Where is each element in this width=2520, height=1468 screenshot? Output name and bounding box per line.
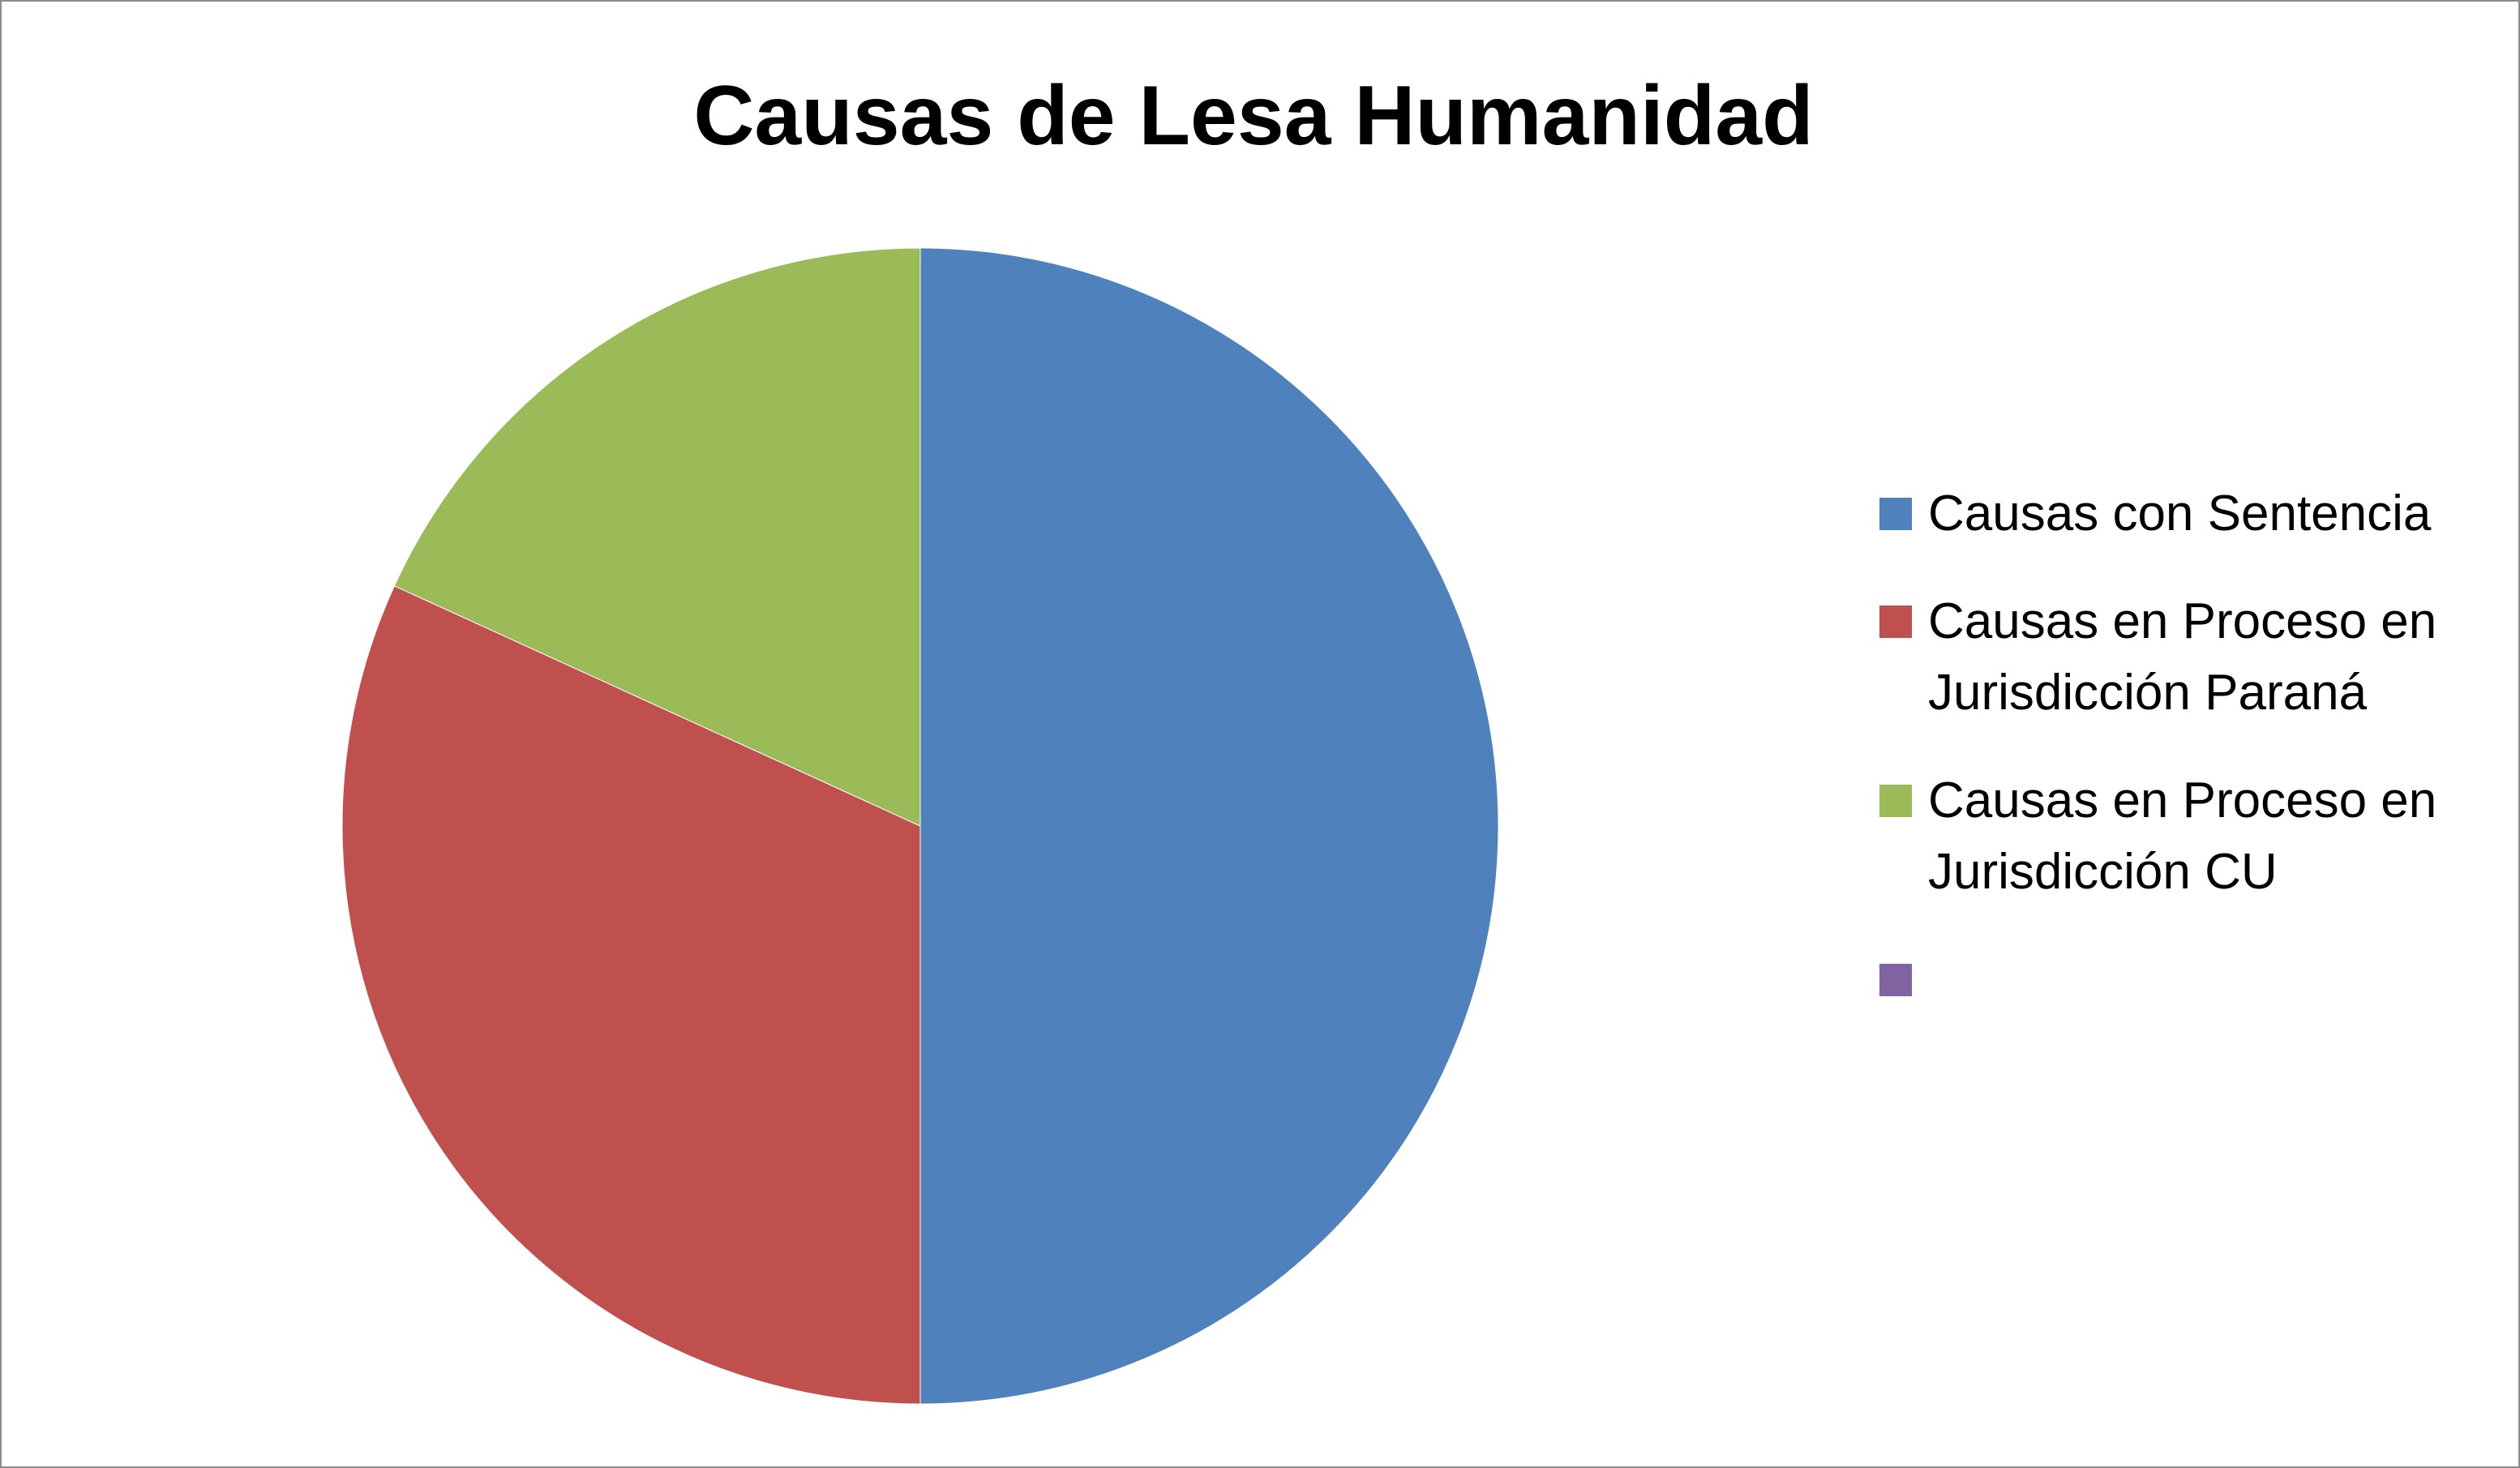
legend-item: Causas en Proceso en Jurisdicción CU xyxy=(1873,765,2457,908)
legend-swatch xyxy=(1879,498,1912,530)
legend: Causas con Sentencia Causas en Proceso en… xyxy=(1873,478,2457,1052)
legend-label: Causas en Proceso en Jurisdicción CU xyxy=(1928,773,2437,900)
pie-slice xyxy=(919,247,1499,1405)
legend-item: Causas en Proceso en Jurisdicción Paraná xyxy=(1873,586,2457,729)
legend-label: Causas en Proceso en Jurisdicción Paraná xyxy=(1928,593,2437,721)
chart-title: Causas de Lesa Humanidad xyxy=(693,69,1813,163)
pie-slice xyxy=(341,585,921,1405)
legend-swatch xyxy=(1879,785,1912,817)
legend-swatch xyxy=(1879,964,1912,996)
legend-label: Causas con Sentencia xyxy=(1928,486,2432,541)
pie-slice xyxy=(393,247,921,827)
legend-swatch xyxy=(1879,606,1912,638)
legend-item xyxy=(1873,944,2457,1016)
legend-item: Causas con Sentencia xyxy=(1873,478,2457,550)
